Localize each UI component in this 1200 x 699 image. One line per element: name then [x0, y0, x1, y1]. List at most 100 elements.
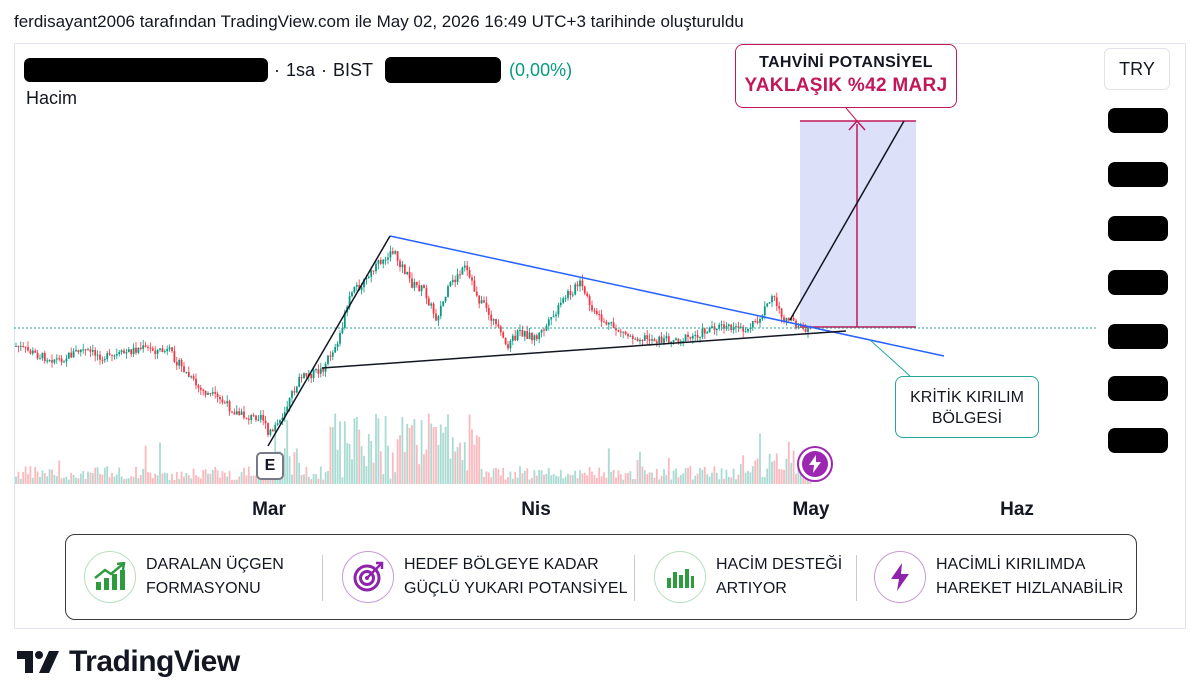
candle-body [298, 377, 301, 387]
volume-bar [687, 467, 689, 484]
candle-body [233, 412, 236, 415]
candle-body [766, 303, 769, 307]
candle-body [732, 327, 735, 330]
candle-body [432, 303, 435, 314]
info-item-line2: ARTIYOR [716, 580, 787, 597]
volume-bar [87, 471, 89, 484]
volume-bar [451, 437, 454, 484]
candle-body [579, 280, 581, 287]
volume-bar [523, 470, 526, 484]
volume-bar [255, 475, 257, 484]
candle-body [195, 378, 197, 386]
candle-body [778, 306, 781, 309]
lightning-icon [802, 451, 828, 477]
lightning-marker[interactable] [797, 446, 833, 482]
volume-bar [111, 472, 113, 484]
volume-bar [471, 429, 473, 484]
candle-body [339, 333, 341, 344]
candle-body [259, 414, 262, 420]
candle-body [202, 389, 205, 391]
currency-button[interactable]: TRY [1104, 48, 1170, 90]
info-item-line2: HAREKET HIZLANABİLİR [936, 580, 1124, 597]
candle-body [687, 334, 689, 337]
volume-bar [15, 476, 17, 484]
volume-bar [780, 469, 783, 484]
volume-bar [622, 479, 625, 484]
volume-bar [96, 467, 99, 484]
target-potential-callout[interactable]: TAHVİNİ POTANSİYEL YAKLAŞIK %42 MARJ [735, 44, 957, 108]
volume-bar [475, 435, 478, 484]
volume-bar [401, 416, 404, 484]
volume-bar [459, 442, 461, 484]
candle-body [703, 328, 706, 334]
volume-bar [245, 475, 248, 484]
legend-interval: 1sa [286, 59, 316, 80]
candle-body [406, 271, 409, 275]
volume-bar [504, 479, 507, 484]
volume-bar [735, 479, 737, 484]
candle-body [646, 335, 649, 340]
candle-body [787, 317, 790, 321]
volume-legend[interactable]: Hacim [26, 88, 78, 108]
volume-bar [195, 474, 197, 484]
breakout-zone-callout[interactable]: KRİTİK KIRILIM BÖLGESİ [895, 376, 1039, 438]
volume-bar [708, 476, 711, 484]
triangle-upper-trendline [389, 235, 945, 357]
candle-body [689, 336, 692, 339]
earnings-marker[interactable]: E [256, 452, 284, 480]
volume-bar [696, 473, 699, 484]
volume-bar [790, 462, 793, 484]
candle-body [53, 359, 56, 363]
candle-body [82, 349, 85, 351]
candle-body [627, 334, 629, 337]
volume-bar [173, 479, 176, 484]
candle-body [396, 251, 399, 261]
candle-body [771, 296, 773, 303]
candle-body [238, 411, 241, 415]
volume-bar [135, 466, 137, 484]
candle-body [492, 319, 495, 321]
candle-body [423, 285, 425, 289]
volume-bar [478, 436, 481, 484]
candle-body [72, 351, 75, 358]
candle-body [571, 294, 574, 296]
volume-bar [439, 424, 442, 484]
candle-body [511, 335, 514, 341]
candle-body [430, 303, 433, 306]
volume-bar [461, 459, 464, 484]
panel-divider [856, 555, 857, 601]
volume-bar [713, 466, 716, 484]
candle-body [377, 260, 380, 264]
symbol-legend[interactable]: · 1sa · BIST (0,00%) [24, 57, 572, 83]
volume-bar [22, 472, 25, 484]
breakout-callout-connector [869, 339, 911, 377]
volume-bar [502, 467, 505, 484]
x-axis-label-may: May [792, 499, 830, 520]
volume-bar [737, 474, 740, 484]
volume-bar [555, 475, 557, 484]
candle-body [629, 335, 632, 337]
candle-body [730, 324, 733, 330]
volume-bar [763, 477, 766, 484]
candle-body [696, 335, 699, 338]
candle-body [168, 347, 171, 350]
volume-bar [211, 470, 214, 484]
candle-body [708, 327, 711, 333]
volume-bar [615, 477, 617, 484]
volume-bar [221, 471, 224, 484]
volume-bar [725, 469, 728, 484]
volume-bar [531, 477, 533, 484]
tradingview-logo[interactable]: TradingView [17, 645, 240, 679]
candle-body [751, 321, 754, 328]
candle-body [252, 415, 255, 417]
volume-bar [367, 433, 370, 484]
candle-body [199, 387, 202, 390]
volume-bar [607, 448, 610, 484]
candle-body [439, 305, 442, 317]
candle-body [245, 417, 248, 419]
volume-bar [783, 469, 785, 484]
candle-body [84, 349, 87, 351]
breakout-callout-line1: KRİTİK KIRILIM [910, 389, 1024, 406]
volume-bar [355, 416, 358, 484]
